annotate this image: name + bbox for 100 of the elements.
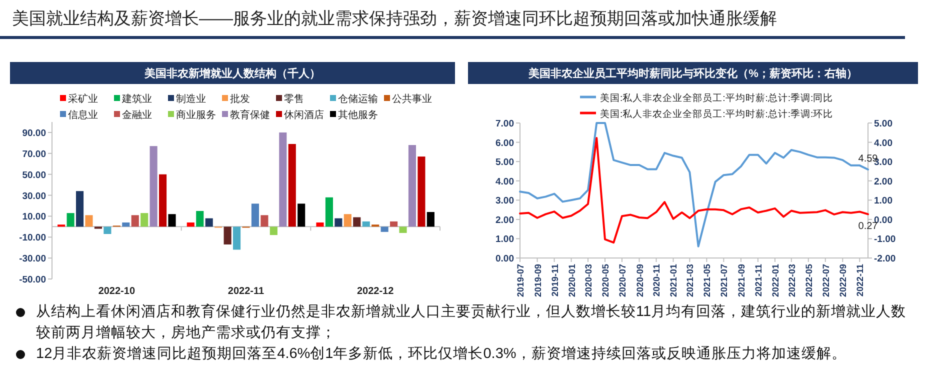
x-tick-label: 2020-07	[617, 264, 628, 298]
bar	[325, 197, 333, 227]
x-tick-label: 2020-11	[652, 264, 662, 297]
bar	[76, 191, 84, 227]
y2-tick-label: 2.00	[874, 176, 892, 188]
legend-label: 公共事业	[392, 93, 432, 105]
y-tick-label: 5.00	[496, 157, 514, 168]
bar	[104, 226, 112, 234]
x-tick-label: 2019-09	[532, 264, 543, 298]
x-tick-label: 2020-03	[583, 264, 594, 298]
x-tick-label: 2021-03	[685, 264, 696, 298]
x-tick-label: 2020-05	[600, 264, 610, 298]
bar	[66, 213, 74, 227]
bar	[205, 218, 213, 227]
legend-label: 仓储运输	[338, 93, 378, 105]
y-tick-label: 2.00	[496, 214, 514, 226]
x-tick-label: 2021-05	[702, 264, 712, 298]
x-tick-label: 2019-07	[516, 264, 526, 298]
bar	[186, 222, 194, 227]
x-tick-label: 2022-09	[838, 264, 848, 298]
text: 从结构上看休闲酒店和教育保健行业仍然是非农新增就业人口主要贡献行业，但人数增长较11月均有回落，建筑行业的新增就业人数较前两月增幅较大，房地产需求或仍有支撑；	[36, 302, 908, 343]
bar	[251, 204, 260, 227]
bar	[279, 132, 287, 227]
legend-label: 美国:私人非农企业全部员工:平均时薪:总计:季调:同比	[600, 92, 834, 104]
bar	[150, 146, 158, 227]
legend-label: 其他服务	[338, 109, 378, 121]
bar	[298, 204, 306, 227]
x-tick-label: 2020-09	[634, 264, 645, 298]
x-tick-label: 2021-09	[736, 264, 746, 298]
legend-label: 商业服务	[176, 109, 216, 121]
bar	[288, 144, 296, 227]
y-tick-label: 7.00	[496, 118, 514, 130]
y-tick-label: -50.00	[19, 274, 46, 286]
bar	[418, 156, 426, 227]
y-tick-label: 10.00	[22, 212, 46, 223]
x-tick-label: 2020-01	[566, 264, 577, 298]
bar	[380, 226, 388, 232]
legend-label: 建筑业	[121, 93, 152, 105]
bar	[390, 221, 398, 227]
x-tick-label: 2021-07	[719, 264, 730, 298]
y-tick-label: -30.00	[19, 254, 46, 265]
bar	[224, 226, 232, 244]
x-tick-label: 2022-10	[98, 286, 136, 297]
bar	[362, 221, 370, 227]
bar	[426, 212, 434, 227]
bar	[85, 215, 93, 227]
legend-label: 信息业	[68, 109, 98, 121]
x-tick-label: 2022-07	[820, 264, 831, 298]
bar	[159, 174, 167, 227]
legend-label: 金融业	[122, 109, 152, 121]
bar	[353, 217, 361, 227]
x-tick-label: 2022-01	[770, 264, 780, 298]
bar	[260, 215, 268, 227]
x-tick-label: 2022-12	[356, 286, 394, 297]
bar	[399, 226, 407, 233]
bar	[196, 210, 204, 227]
y-tick-label: 50.00	[22, 170, 46, 181]
y-tick-label: 0.00	[496, 254, 514, 264]
bar	[131, 215, 139, 227]
x-tick-label: 2022-03	[786, 264, 797, 298]
bar	[232, 226, 241, 250]
legend-label: 休闲酒店	[284, 109, 324, 121]
y2-tick-label: 1.00	[874, 196, 892, 207]
x-tick-label: 2022-11	[855, 264, 866, 297]
x-tick-label: 2021-11	[753, 264, 764, 297]
y-tick-label: 6.00	[496, 138, 514, 149]
bar	[168, 214, 176, 227]
y2-tick-label: 5.00	[874, 118, 892, 130]
chart-title: 美国非农企业员工平均时薪同比与环比变化（%；薪资环比：右轴）	[528, 67, 858, 80]
bar	[316, 222, 324, 227]
x-tick-label: 2022-05	[804, 264, 814, 298]
x-tick-label: 2021-01	[668, 264, 679, 298]
bar	[408, 145, 416, 227]
legend-label: 批发	[230, 93, 250, 105]
legend-label: 零售	[284, 93, 304, 105]
text: 美国就业结构及薪资增长——服务业的就业需求保持强劲，薪资增速同环比超预期回落或加快通胀缓解	[12, 9, 777, 28]
y-tick-label: 3.00	[496, 196, 514, 207]
legend-label: 教育保健	[230, 109, 270, 121]
y-tick-label: 1.00	[496, 234, 514, 246]
legend-label: 美国:私人非农企业全部员工:平均时薪:总计:季调:环比	[600, 108, 834, 120]
bar	[344, 214, 352, 227]
x-tick-label: 2022-11	[228, 286, 265, 297]
y-tick-label: 30.00	[22, 190, 46, 202]
chart-title: 美国非农新增就业人数结构（千人）	[144, 67, 320, 80]
bar	[122, 222, 130, 227]
y-tick-label: 4.00	[496, 176, 514, 188]
bar	[140, 213, 148, 227]
bar	[270, 226, 278, 236]
y2-tick-label: -1.00	[874, 234, 896, 246]
text: 12月非农薪资增速同比超预期回落至4.6%创1年多新低，环比仅增长0.3%，薪资增速持续回落或反映通胀压力将加速缓解。	[36, 344, 846, 364]
bar	[334, 218, 342, 227]
legend-label: 采矿业	[68, 93, 98, 105]
legend-label: 制造业	[176, 93, 206, 105]
y-tick-label: -10.00	[19, 232, 46, 244]
x-tick-label: 2019-11	[550, 264, 560, 297]
y2-tick-label: -2.00	[874, 254, 896, 264]
y-tick-label: 70.00	[22, 148, 46, 160]
y2-tick-label: 4.00	[874, 138, 892, 149]
y2-tick-label: 0.00	[874, 214, 892, 226]
y-tick-label: 90.00	[22, 128, 46, 139]
